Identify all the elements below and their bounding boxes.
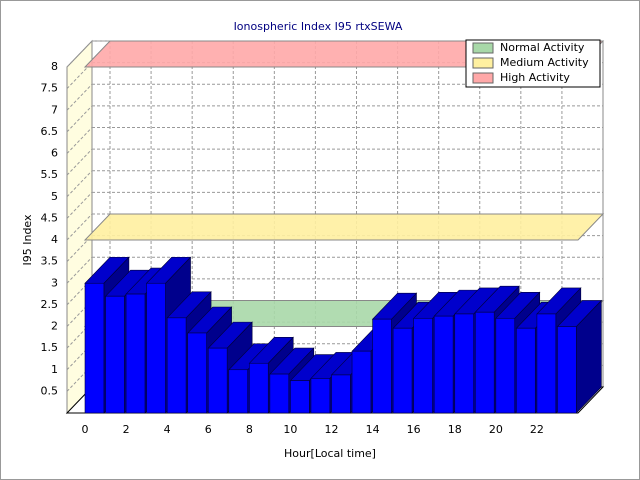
bar bbox=[249, 362, 269, 414]
bar-top-shade bbox=[475, 286, 520, 313]
x-axis-label: Hour[Local time] bbox=[284, 447, 376, 460]
bar-top-shade bbox=[434, 290, 479, 317]
legend-label: Normal Activity bbox=[500, 41, 585, 54]
bar-top-shade bbox=[372, 293, 417, 320]
bar bbox=[166, 317, 187, 414]
legend-label: High Activity bbox=[500, 71, 570, 84]
y-axis-label: I95 Index bbox=[21, 214, 34, 266]
y-tick-label: 4 bbox=[51, 233, 58, 246]
grid-line bbox=[66, 256, 93, 284]
bar bbox=[433, 315, 454, 414]
y-tick-label: 7.5 bbox=[41, 82, 59, 95]
grid-line bbox=[66, 213, 93, 241]
y-tick-label: 5.5 bbox=[41, 168, 59, 181]
y-tick-label: 6 bbox=[51, 147, 58, 160]
bar-top-shade bbox=[249, 337, 294, 364]
grid-line bbox=[66, 83, 93, 111]
y-tick-label: 0.5 bbox=[41, 384, 59, 397]
bar-top-shade bbox=[495, 292, 540, 319]
grid-line bbox=[66, 127, 93, 154]
bar-top-shade bbox=[557, 300, 602, 327]
grid-line bbox=[66, 192, 93, 219]
y-tick-label: 7 bbox=[51, 103, 58, 116]
legend-swatch bbox=[472, 42, 494, 54]
bar bbox=[474, 311, 495, 414]
bar bbox=[331, 374, 351, 414]
x-tick-label: 12 bbox=[325, 423, 339, 436]
y-tick-label: 1 bbox=[51, 363, 58, 376]
x-tick-label: 16 bbox=[407, 423, 421, 436]
y-tick-label: 1.5 bbox=[41, 341, 59, 354]
bar-top-shade bbox=[208, 322, 253, 349]
bar bbox=[516, 327, 536, 414]
bar bbox=[536, 313, 557, 414]
y-tick-label: 3 bbox=[51, 276, 58, 289]
bar-top-shade bbox=[310, 352, 355, 379]
grid-line bbox=[66, 105, 93, 133]
x-tick-label: 2 bbox=[123, 423, 130, 436]
bar-side-shade bbox=[576, 300, 602, 413]
bar bbox=[269, 373, 290, 414]
legend-label: Medium Activity bbox=[500, 56, 589, 69]
x-tick-label: 6 bbox=[205, 423, 212, 436]
bar bbox=[310, 378, 331, 414]
y-tick-label: 2 bbox=[51, 320, 58, 333]
y-tick-label: 3.5 bbox=[41, 255, 59, 268]
bar bbox=[392, 327, 413, 414]
bar-top-shade bbox=[290, 354, 335, 381]
bar bbox=[187, 332, 207, 414]
y-tick-label: 8 bbox=[51, 60, 58, 73]
bar bbox=[557, 326, 577, 414]
x-tick-label: 8 bbox=[246, 423, 253, 436]
x-tick-label: 20 bbox=[489, 423, 503, 436]
legend-swatch bbox=[472, 57, 494, 69]
bar-top-shade bbox=[413, 292, 458, 319]
bar-top-shade bbox=[146, 257, 191, 284]
bar-top-shade bbox=[167, 291, 212, 318]
bar bbox=[207, 347, 228, 414]
bar bbox=[105, 295, 125, 414]
x-tick-label: 18 bbox=[448, 423, 462, 436]
x-tick-label: 14 bbox=[366, 423, 380, 436]
x-tick-label: 4 bbox=[164, 423, 171, 436]
bar bbox=[372, 318, 392, 414]
grid-line bbox=[66, 148, 93, 176]
bar-top-shade bbox=[269, 348, 314, 375]
x-tick-label: 22 bbox=[530, 423, 544, 436]
grid-line bbox=[66, 170, 93, 198]
chart-title: Ionospheric Index I95 rtxSEWA bbox=[234, 20, 403, 33]
bar bbox=[413, 317, 433, 414]
y-tick-label: 5 bbox=[51, 190, 58, 203]
legend-swatch bbox=[472, 72, 494, 84]
bar-top-shade bbox=[85, 257, 129, 284]
x-tick-label: 10 bbox=[283, 423, 297, 436]
bar-top-shade bbox=[536, 287, 581, 314]
bar bbox=[290, 380, 310, 414]
bar bbox=[125, 293, 146, 414]
bar bbox=[495, 317, 516, 414]
bar-top-shade bbox=[105, 270, 150, 297]
bar bbox=[454, 313, 474, 414]
bar bbox=[351, 350, 372, 414]
bar bbox=[84, 282, 105, 414]
x-tick-label: 0 bbox=[82, 423, 89, 436]
bar bbox=[228, 369, 248, 414]
activity-band bbox=[83, 213, 605, 241]
y-tick-label: 4.5 bbox=[41, 211, 59, 224]
bar-top-shade bbox=[454, 287, 499, 314]
y-tick-label: 6.5 bbox=[41, 125, 59, 138]
y-tick-label: 2.5 bbox=[41, 298, 59, 311]
grid-line bbox=[66, 40, 93, 68]
bar bbox=[146, 282, 166, 414]
bar-top-shade bbox=[187, 306, 232, 333]
